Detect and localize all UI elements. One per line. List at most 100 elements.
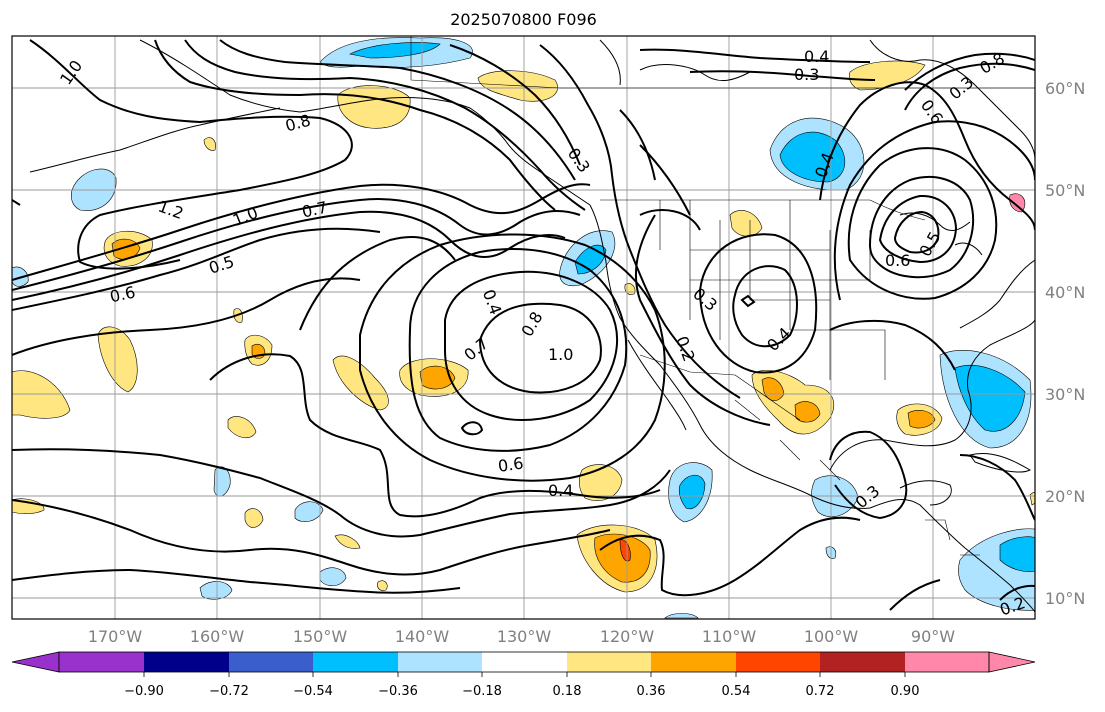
contour-line <box>878 194 958 264</box>
contour-line <box>539 44 613 176</box>
contour-line <box>154 39 556 211</box>
contour-label: 0.6 <box>885 251 910 270</box>
anomaly-patch <box>729 210 763 237</box>
anomaly-patch <box>1009 193 1026 213</box>
colorbar-segment <box>820 652 905 672</box>
yucatan <box>899 480 952 506</box>
colorbar-segment <box>313 652 398 672</box>
colorbar-tick-label: −0.72 <box>209 684 249 699</box>
alaska-border <box>410 36 1035 89</box>
contour-line <box>893 210 940 254</box>
anomaly-patch <box>664 613 699 619</box>
gulf-coast <box>829 319 1035 471</box>
anomaly-patch <box>213 466 231 497</box>
anomaly-patch <box>12 498 45 514</box>
contour-line <box>959 454 1035 521</box>
colorbar-segment <box>398 652 482 672</box>
contour-line <box>904 52 1035 91</box>
anomaly-patch <box>907 410 936 429</box>
colorbar-tick-label: 0.90 <box>891 684 920 699</box>
anomaly-patch <box>377 580 388 591</box>
longitude-label: 150°W <box>293 627 348 646</box>
contour-label: 0.6 <box>108 282 137 306</box>
colorbar-tick-label: −0.90 <box>124 684 164 699</box>
contour-line <box>12 227 381 311</box>
us-mexico-border <box>639 354 801 421</box>
anomaly-patch <box>349 42 441 59</box>
anomaly-patch <box>12 370 71 419</box>
colorbar-segment <box>736 652 820 672</box>
longitude-label: 110°W <box>702 627 757 646</box>
anomaly-patch <box>319 567 347 587</box>
colorbar-ticks <box>143 672 906 677</box>
colorbar-tick-label: 0.18 <box>553 684 582 699</box>
contour-line <box>29 39 353 270</box>
contour-line <box>889 579 941 611</box>
anomaly-patch <box>244 508 264 528</box>
latitude-label: 50°N <box>1045 181 1085 200</box>
colorbar-tick-label: −0.54 <box>293 684 333 699</box>
cuba <box>969 452 1032 473</box>
height-contours <box>12 39 1035 611</box>
longitude-label: 120°W <box>600 627 655 646</box>
contour-line <box>12 199 21 206</box>
anomaly-patch <box>332 355 389 411</box>
anomaly-patch <box>227 416 257 439</box>
contour-line <box>833 120 1035 301</box>
longitude-label: 100°W <box>804 627 859 646</box>
contour-line <box>12 277 361 356</box>
colorbar-segment <box>229 652 313 672</box>
longitude-label: 140°W <box>395 627 450 646</box>
longitude-label: 160°W <box>190 627 245 646</box>
contour-line <box>184 39 586 211</box>
colorbar-tick-label: −0.36 <box>378 684 418 699</box>
colorbar-outline <box>58 651 990 673</box>
colorbar-segment <box>651 652 736 672</box>
contour-label: 0.3 <box>794 65 819 84</box>
contour-line <box>698 233 818 374</box>
anomaly-patch <box>619 539 631 562</box>
contour-label: 0.6 <box>497 454 525 476</box>
aleutian-islands <box>29 107 281 173</box>
shaded-anomalies <box>12 37 1035 619</box>
contour-line <box>219 39 576 181</box>
contour-line <box>868 175 974 279</box>
map-title: 2025070800 F096 <box>450 10 597 29</box>
contour-line <box>408 248 628 452</box>
contour-label: 0.4 <box>804 47 829 66</box>
longitude-label: 90°W <box>911 627 955 646</box>
anomaly-patch <box>294 501 324 523</box>
anomaly-patch <box>1029 492 1035 506</box>
alaska-coast <box>139 39 591 206</box>
contour-label: 1.0 <box>548 345 573 364</box>
hudson-bay <box>639 64 751 82</box>
colorbar-segment <box>144 652 229 672</box>
colorbar-extend-high <box>988 651 1036 673</box>
contour-line <box>639 209 701 231</box>
anomaly-patch <box>334 534 361 549</box>
central-america-borders <box>925 519 980 556</box>
contour-line <box>599 516 861 597</box>
political-borders <box>410 36 1035 556</box>
contour-line <box>209 353 661 518</box>
east-coast <box>959 259 1035 329</box>
contour-line <box>12 448 671 538</box>
latitude-label: 20°N <box>1045 487 1085 506</box>
contour-line <box>689 70 876 81</box>
contour-label: 0.4 <box>548 481 573 500</box>
contour-line <box>819 81 1035 231</box>
contour-line <box>619 109 656 181</box>
latitude-label: 10°N <box>1045 589 1085 608</box>
latitude-labels: 60°N 50°N 40°N 30°N 20°N 10°N <box>1045 79 1085 608</box>
longitude-labels: 170°W 160°W 150°W 140°W 130°W 120°W 110°… <box>88 627 955 646</box>
colorbar-segment <box>482 652 567 672</box>
contour-line <box>359 233 666 482</box>
contour-line <box>829 319 956 371</box>
anomaly-patch <box>779 131 846 183</box>
contour-line <box>12 183 591 281</box>
colorbar-tick-label: 0.36 <box>637 684 666 699</box>
contour-line <box>732 265 798 348</box>
latitude-label: 30°N <box>1045 385 1085 404</box>
contour-line <box>999 584 1035 601</box>
